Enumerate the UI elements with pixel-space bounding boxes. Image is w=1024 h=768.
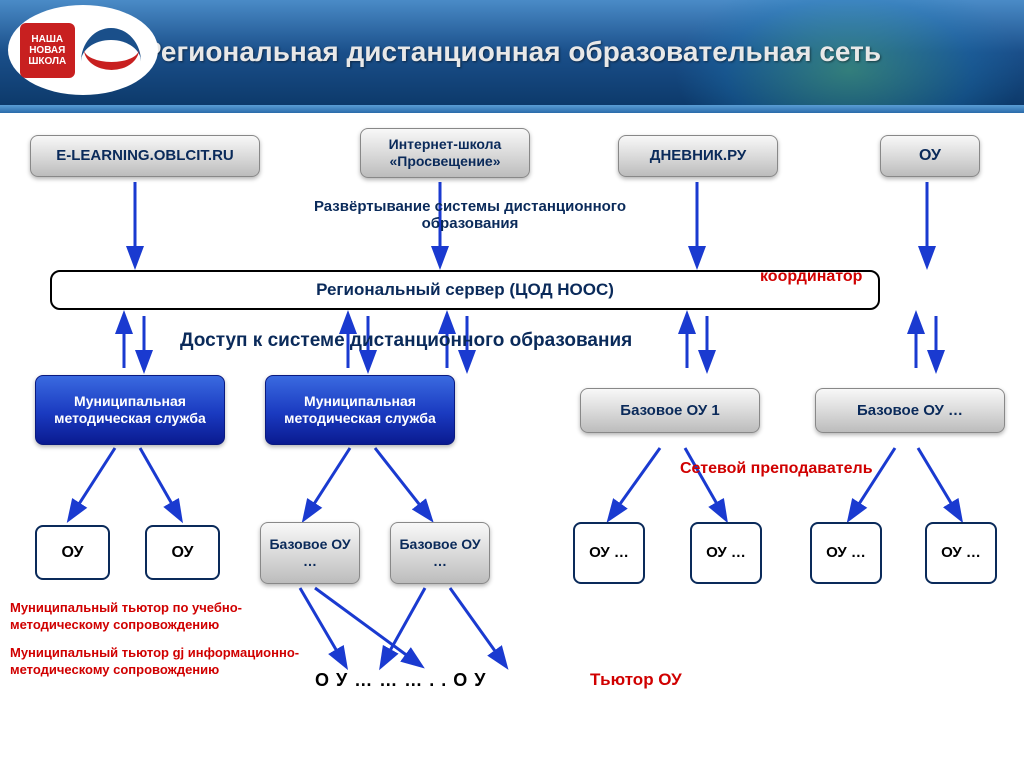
diagram-area: E-LEARNING.OBLCIT.RU Интернет-школа «Про… (0, 120, 1024, 760)
label-bottom-ou: О У … … … . . О У (315, 670, 486, 691)
label-tutor-1: Муниципальный тьютор по учебно-методичес… (10, 600, 310, 634)
box-ou-e-2: ОУ … (690, 522, 762, 584)
box-elearning: E-LEARNING.OBLCIT.RU (30, 135, 260, 177)
label-tutor-2: Муниципальный тьютор gj информационно-ме… (10, 645, 300, 679)
logo-text-1: НАША (31, 34, 63, 45)
box-base-small-1: Базовое ОУ … (260, 522, 360, 584)
box-server: Региональный сервер (ЦОД НООС) (50, 270, 880, 310)
box-base-ou-2: Базовое ОУ … (815, 388, 1005, 433)
label-net-teacher: Сетевой преподаватель (680, 460, 873, 478)
box-ou-e-1: ОУ … (573, 522, 645, 584)
label-tutor-ou: Тьютор ОУ (590, 670, 682, 690)
label-deployment: Развёртывание системы дистанционного обр… (280, 198, 660, 232)
box-internet-school: Интернет-школа «Просвещение» (360, 128, 530, 178)
box-dnevnik: ДНЕВНИК.РУ (618, 135, 778, 177)
header-divider (0, 105, 1024, 113)
box-municipal-2: Муниципальная методическая служба (265, 375, 455, 445)
label-access: Доступ к системе дистанционного образова… (180, 330, 632, 352)
box-ou-1: ОУ (35, 525, 110, 580)
label-coordinator: координатор (760, 268, 862, 286)
box-ou-e-3: ОУ … (810, 522, 882, 584)
box-base-ou-1: Базовое ОУ 1 (580, 388, 760, 433)
logo-badge: НАША НОВАЯ ШКОЛА (20, 23, 75, 78)
box-ou: ОУ (880, 135, 980, 177)
box-ou-2: ОУ (145, 525, 220, 580)
page-title: Региональная дистанционная образовательн… (143, 34, 881, 70)
box-base-small-2: Базовое ОУ … (390, 522, 490, 584)
logo: НАША НОВАЯ ШКОЛА (8, 5, 158, 95)
box-ou-e-4: ОУ … (925, 522, 997, 584)
box-municipal-1: Муниципальная методическая служба (35, 375, 225, 445)
logo-swoosh-icon (81, 20, 150, 80)
logo-text-2: НОВАЯ (29, 45, 65, 56)
server-label: Региональный сервер (ЦОД НООС) (316, 280, 614, 300)
logo-text-3: ШКОЛА (28, 56, 66, 67)
